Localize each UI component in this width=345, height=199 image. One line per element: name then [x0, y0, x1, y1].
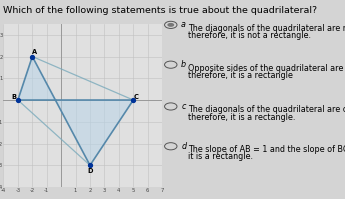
Text: therefore, it is not a rectangle.: therefore, it is not a rectangle. — [188, 31, 311, 40]
Polygon shape — [18, 57, 133, 165]
Text: D: D — [87, 168, 93, 174]
Text: it is a rectangle.: it is a rectangle. — [188, 152, 253, 161]
Text: The slope of AB = 1 and the slope of BC = -3/5; therefore,: The slope of AB = 1 and the slope of BC … — [188, 145, 345, 154]
Text: c: c — [181, 102, 186, 111]
Text: The diagonals of the quadrilateral are not congruent:: The diagonals of the quadrilateral are n… — [188, 24, 345, 33]
Text: Which of the following statements is true about the quadrilateral?: Which of the following statements is tru… — [3, 6, 318, 15]
Text: Opposite sides of the quadrilateral are congruent;: Opposite sides of the quadrilateral are … — [188, 64, 345, 73]
Text: d: d — [181, 142, 186, 151]
Text: The diagonals of the quadrilateral are congruent;: The diagonals of the quadrilateral are c… — [188, 105, 345, 114]
Text: b: b — [181, 60, 186, 69]
Text: C: C — [134, 94, 139, 100]
Text: a: a — [181, 20, 186, 29]
Text: therefore, it is a rectangle.: therefore, it is a rectangle. — [188, 113, 295, 122]
Text: B: B — [12, 94, 17, 100]
Text: therefore, it is a rectangle: therefore, it is a rectangle — [188, 71, 293, 80]
Text: A: A — [32, 49, 37, 55]
